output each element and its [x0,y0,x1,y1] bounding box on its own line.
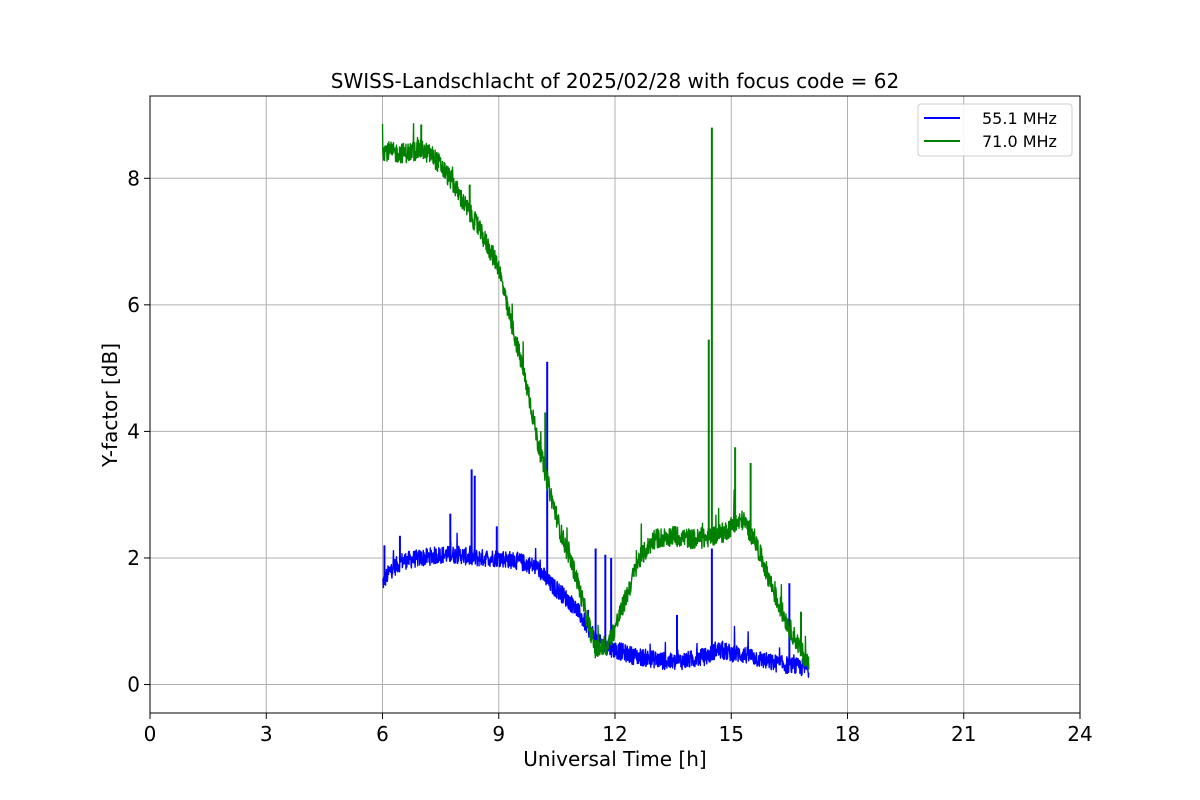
y-axis-label: Y-factor [dB] [98,343,122,468]
x-tick-label: 6 [376,722,389,746]
legend: 55.1 MHz 71.0 MHz [917,103,1073,157]
x-tick-label: 21 [951,722,976,746]
y-tick-label: 8 [127,166,140,190]
y-tick-label: 0 [127,673,140,697]
x-tick-label: 15 [719,722,744,746]
legend-label-71-0: 71.0 MHz [982,132,1057,151]
chart-title: SWISS-Landschlacht of 2025/02/28 with fo… [331,69,899,93]
x-axis-label: Universal Time [h] [523,747,706,771]
series-line-71-0-mhz [381,123,810,670]
x-tick-label: 3 [260,722,273,746]
y-tick-label: 2 [127,546,140,570]
x-tick-label: 0 [144,722,157,746]
x-tick-label: 18 [835,722,860,746]
legend-label-55-1: 55.1 MHz [982,109,1057,128]
y-tick-label: 4 [127,419,140,443]
y-tick-label: 6 [127,293,140,317]
x-tick-label: 12 [602,722,627,746]
x-tick-label: 9 [492,722,505,746]
plot-series [381,123,810,678]
x-tick-label: 24 [1067,722,1092,746]
